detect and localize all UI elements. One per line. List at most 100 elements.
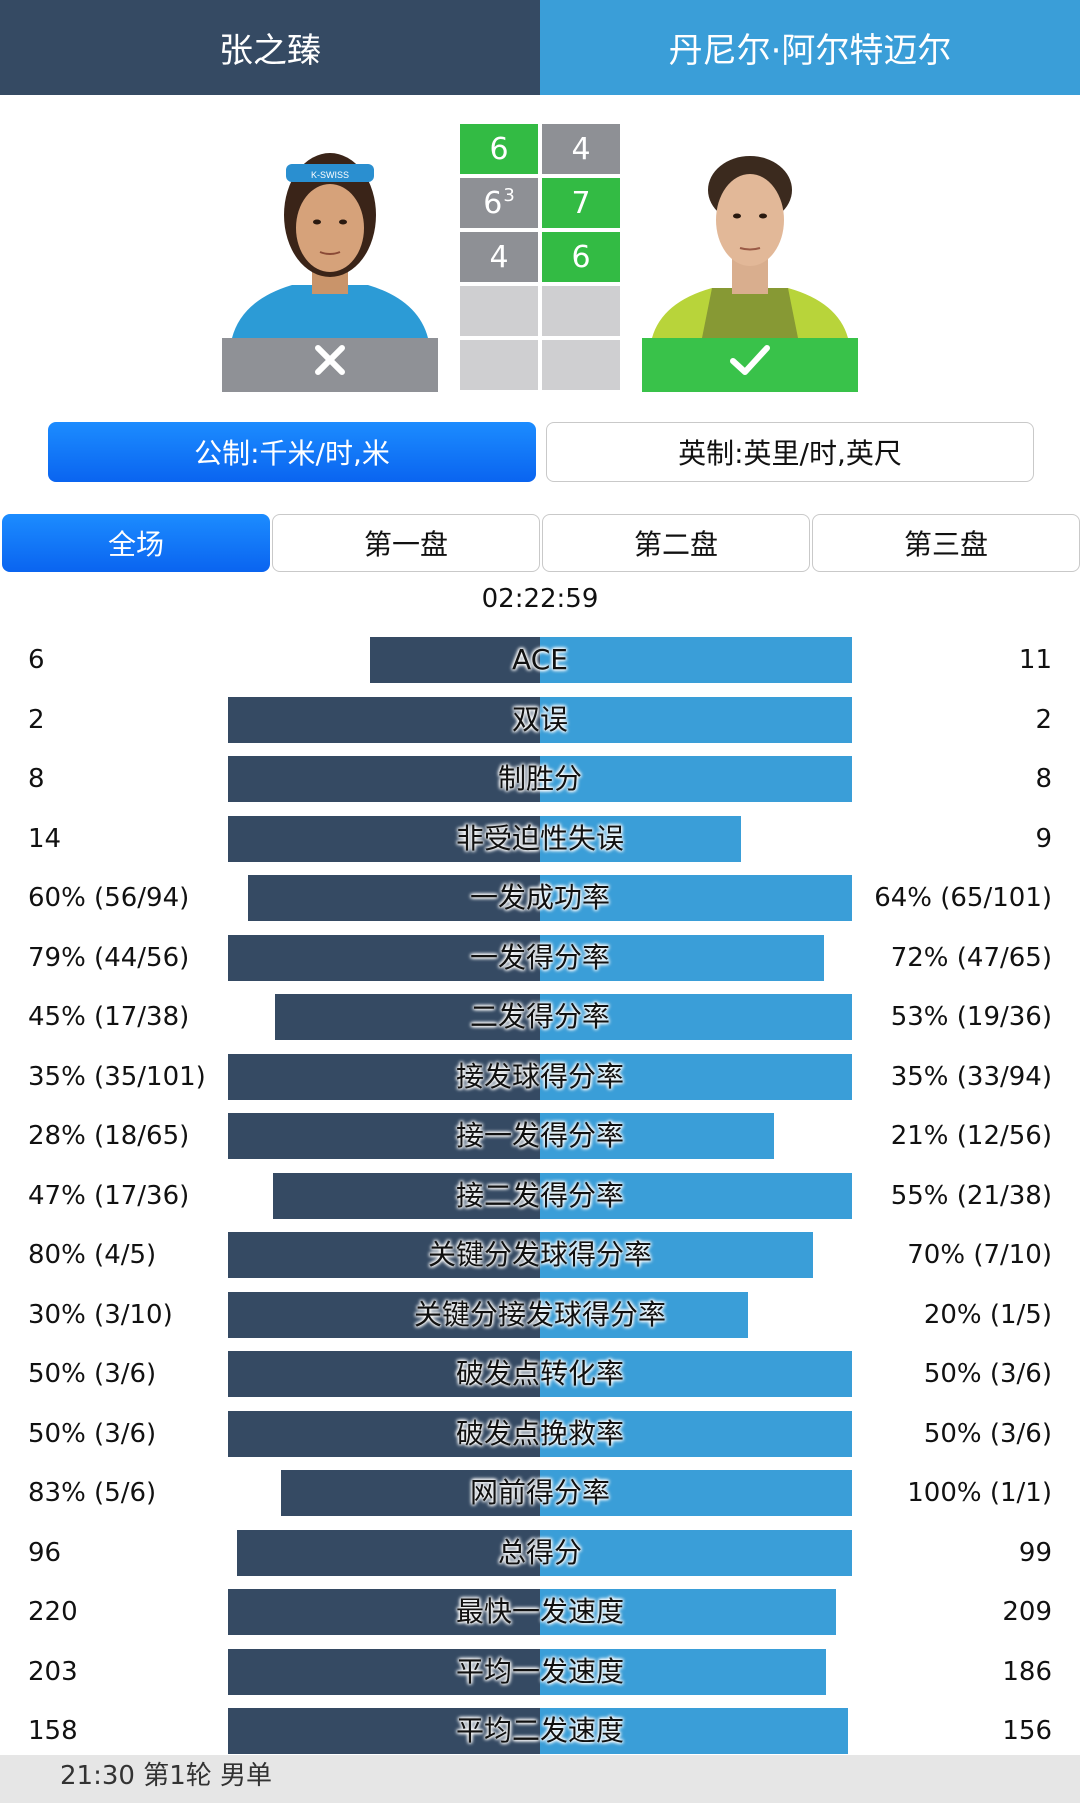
stat-value-player2: 72% (47/65)	[890, 942, 1052, 973]
stat-bar-player1	[228, 1589, 540, 1635]
stat-bar-player1	[237, 1529, 540, 1576]
stat-bar-player2	[540, 934, 825, 981]
stat-bar-player2	[540, 994, 852, 1040]
stat-value-player2: 9	[1035, 823, 1052, 854]
stat-bar-player2	[540, 1470, 852, 1516]
set-2-p2-score: 7	[542, 178, 620, 228]
metric-units-button[interactable]: 公制:千米/时,米	[48, 422, 536, 482]
set-3-p1-score: 4	[460, 232, 538, 282]
set-4-p2-score	[542, 286, 620, 336]
stat-label: 关键分接发球得分率	[413, 1297, 666, 1331]
stat-label: 平均一发速度	[455, 1654, 624, 1688]
set-3-p2-score: 6	[542, 232, 620, 282]
stat-label: 接一发得分率	[455, 1119, 624, 1152]
stat-value-player1: 47% (17/36)	[28, 1180, 190, 1211]
stat-bar-player1	[228, 1053, 540, 1100]
stat-row: 83% (5/6) 100% (1/1) 网前得分率	[0, 1463, 1080, 1523]
stat-value-player1: 28% (18/65)	[28, 1121, 190, 1151]
stat-bar-player1	[369, 637, 540, 683]
stat-bar-player1	[228, 815, 540, 862]
stat-label: ACE	[512, 643, 568, 676]
stat-value-player1: 79% (44/56)	[28, 942, 190, 973]
stat-row: 28% (18/65) 21% (12/56) 接一发得分率	[0, 1106, 1080, 1166]
tab-set-2[interactable]: 第二盘	[542, 514, 810, 572]
stat-bar-player2	[540, 1351, 852, 1397]
stat-row: 8 8 制胜分	[0, 749, 1080, 809]
stat-value-player2: 53% (19/36)	[890, 1002, 1052, 1032]
stat-value-player1: 8	[28, 764, 45, 794]
stat-bar-player2	[540, 1708, 849, 1754]
stat-value-player2: 186	[1002, 1656, 1052, 1687]
stat-bar-player2	[540, 1113, 774, 1159]
stat-bar-player1	[228, 696, 540, 743]
stat-value-player2: 156	[1002, 1716, 1052, 1746]
player1-avatar: K-SWISS	[222, 120, 438, 338]
stat-value-player1: 220	[28, 1597, 78, 1627]
set-4-p1-score	[460, 286, 538, 336]
stat-row: 220 209 最快一发速度	[0, 1582, 1080, 1642]
stat-bar-player1	[228, 756, 540, 802]
set-5-p2-score	[542, 340, 620, 390]
tab-set-1[interactable]: 第一盘	[272, 514, 540, 572]
stat-value-player2: 20% (1/5)	[923, 1299, 1052, 1330]
tab-match[interactable]: 全场	[2, 514, 270, 572]
stat-label: 网前得分率	[469, 1476, 610, 1509]
tab-set-3[interactable]: 第三盘	[812, 514, 1080, 572]
stat-value-player2: 21% (12/56)	[890, 1121, 1052, 1151]
match-header: 张之臻 丹尼尔·阿尔特迈尔	[0, 0, 1080, 95]
stat-row: 30% (3/10) 20% (1/5) 关键分接发球得分率	[0, 1285, 1080, 1345]
stat-bar-player2	[540, 1053, 852, 1100]
stat-value-player2: 2	[1035, 704, 1052, 735]
stat-row: 96 99 总得分	[0, 1523, 1080, 1583]
stat-row: 2 2 双误	[0, 690, 1080, 750]
stat-bar-player2	[540, 815, 741, 862]
stat-value-player1: 96	[28, 1537, 62, 1568]
stat-value-player1: 35% (35/101)	[28, 1061, 206, 1092]
stat-row: 158 156 平均二发速度	[0, 1701, 1080, 1761]
stat-bar-player2	[540, 1589, 837, 1635]
stat-label: 接二发得分率	[455, 1178, 624, 1212]
stat-bar-player1	[228, 934, 540, 981]
stat-bar-player1	[228, 1410, 540, 1457]
stat-value-player1: 158	[28, 1716, 78, 1746]
tiebreak-score: 3	[503, 184, 515, 206]
stat-bar-player2	[540, 756, 852, 802]
stat-label: 平均二发速度	[455, 1714, 624, 1747]
stat-value-player2: 209	[1002, 1597, 1052, 1627]
stat-bar-player2	[540, 696, 852, 743]
stat-value-player1: 6	[28, 645, 45, 675]
imperial-units-button[interactable]: 英制:英里/时,英尺	[546, 422, 1034, 482]
stat-bar-player2	[540, 1410, 852, 1457]
stat-value-player2: 70% (7/10)	[907, 1240, 1052, 1270]
stat-row: 35% (35/101) 35% (33/94) 接发球得分率	[0, 1047, 1080, 1107]
stat-bar-player1	[281, 1470, 540, 1516]
stat-value-player1: 14	[28, 823, 62, 854]
stat-value-player2: 99	[1018, 1537, 1052, 1568]
stat-bar-player1	[228, 1351, 540, 1397]
stat-label: 关键分发球得分率	[427, 1238, 652, 1271]
player1-result-badge	[222, 338, 438, 392]
stat-row: 6 11 ACE	[0, 630, 1080, 690]
player2-avatar	[642, 120, 858, 338]
stat-value-player2: 8	[1035, 764, 1052, 794]
stat-value-player2: 35% (33/94)	[890, 1061, 1052, 1092]
stat-label: 破发点挽救率	[455, 1416, 624, 1450]
stat-row: 14 9 非受迫性失误	[0, 809, 1080, 869]
stat-row: 47% (17/36) 55% (21/38) 接二发得分率	[0, 1166, 1080, 1226]
stat-value-player2: 64% (65/101)	[874, 883, 1052, 913]
set-1-p2-score: 4	[542, 124, 620, 174]
stat-value-player1: 2	[28, 704, 45, 735]
stat-value-player1: 30% (3/10)	[28, 1299, 173, 1330]
stat-value-player1: 60% (56/94)	[28, 883, 190, 913]
stat-bar-player1	[228, 1113, 540, 1159]
stat-label: 接发球得分率	[455, 1059, 624, 1093]
stat-value-player1: 80% (4/5)	[28, 1240, 157, 1270]
stat-label: 制胜分	[497, 762, 582, 795]
stat-value-player1: 50% (3/6)	[28, 1359, 157, 1389]
stat-label: 双误	[511, 702, 568, 736]
stat-label: 非受迫性失误	[455, 821, 624, 855]
stat-label: 一发得分率	[469, 940, 610, 974]
stat-bar-player1	[273, 1172, 540, 1219]
stat-value-player2: 11	[1018, 645, 1052, 675]
set-tabs: 全场 第一盘 第二盘 第三盘	[0, 514, 1080, 572]
